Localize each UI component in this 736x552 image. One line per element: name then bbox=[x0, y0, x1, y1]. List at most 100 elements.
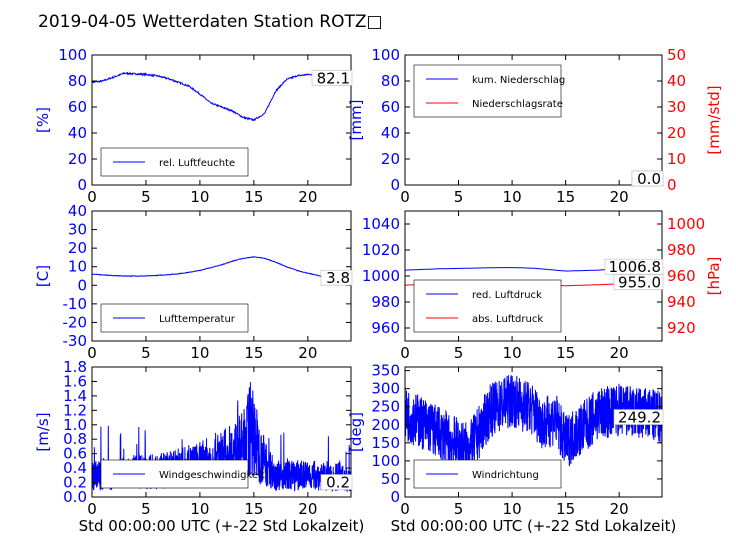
y-tick-label: 1040 bbox=[362, 215, 400, 233]
series-line-0 bbox=[405, 375, 662, 474]
y-tick-label: 980 bbox=[371, 293, 400, 311]
x-tick-label: 15 bbox=[244, 188, 263, 206]
y-tick-label: 0.8 bbox=[63, 430, 87, 448]
y-tick-label: 100 bbox=[371, 46, 400, 64]
legend-label: red. Luftdruck bbox=[472, 290, 542, 301]
last-value-bg bbox=[320, 474, 353, 490]
x-tick-label: 20 bbox=[610, 344, 629, 362]
y-tick-label: 960 bbox=[371, 319, 400, 337]
y-tick-label: 0 bbox=[77, 176, 87, 194]
y-tick-label: 20 bbox=[68, 150, 87, 168]
last-value-bg bbox=[613, 274, 664, 290]
series-line-0 bbox=[92, 256, 351, 280]
y-axis-label: [mm] bbox=[347, 100, 365, 141]
y-tick-label: 150 bbox=[371, 434, 400, 452]
x-tick-label: 20 bbox=[298, 500, 317, 518]
plot-frame bbox=[404, 54, 663, 186]
y-right-tick-label: 920 bbox=[667, 319, 696, 337]
last-value-bg bbox=[311, 70, 353, 86]
y-right-tick-label: 0 bbox=[667, 176, 677, 194]
x-tick-label: 10 bbox=[503, 188, 522, 206]
x-tick-label: 20 bbox=[610, 500, 629, 518]
y-tick-label: -30 bbox=[63, 332, 88, 350]
x-tick-label: 10 bbox=[190, 344, 209, 362]
y-tick-label: -10 bbox=[63, 295, 88, 313]
x-tick-label: 0 bbox=[87, 344, 97, 362]
y-right-tick-label: 20 bbox=[667, 124, 686, 142]
chart-pressure: 0 5 10 15 20 960 980 1000 1020 1040 920 940 960 980 10… bbox=[362, 210, 723, 362]
plot-frame bbox=[91, 366, 352, 498]
legend: Windrichtung bbox=[413, 459, 562, 489]
plot-frame bbox=[91, 54, 352, 186]
last-value-label: 0.2 bbox=[326, 474, 350, 492]
y-tick-label: 1020 bbox=[362, 241, 400, 259]
x-tick-label: 0 bbox=[400, 344, 410, 362]
x-tick-label: 0 bbox=[87, 188, 97, 206]
y-tick-label: 1.2 bbox=[63, 401, 87, 419]
y-tick-label: 100 bbox=[371, 452, 400, 470]
last-value-label: 0.0 bbox=[637, 170, 661, 188]
y-tick-label: 40 bbox=[68, 202, 87, 220]
y-tick-label: 30 bbox=[68, 221, 87, 239]
x-tick-label: 15 bbox=[244, 344, 263, 362]
y-tick-label: 1.6 bbox=[63, 372, 87, 390]
y-right-axis-label: [mm/std] bbox=[705, 85, 723, 154]
y-right-tick-label: 960 bbox=[667, 267, 696, 285]
y-tick-label: 0 bbox=[390, 176, 400, 194]
x-tick-label: 10 bbox=[190, 500, 209, 518]
x-tick-label: 20 bbox=[610, 188, 629, 206]
last-value-bg bbox=[604, 258, 664, 275]
x-tick-label: 5 bbox=[141, 188, 151, 206]
y-tick-label: 0.2 bbox=[63, 474, 87, 492]
last-value-bg bbox=[631, 170, 664, 187]
y-right-tick-label: 40 bbox=[667, 72, 686, 90]
chart-wind-speed: 0 5 10 15 200.00.20.40.60.81.01.21.41.61.8[m… bbox=[34, 358, 364, 535]
legend-label: abs. Luftdruck bbox=[472, 314, 543, 325]
y-tick-label: 200 bbox=[371, 416, 400, 434]
last-value-label: 955.0 bbox=[618, 274, 661, 292]
y-tick-label: 0.4 bbox=[63, 459, 87, 477]
last-value-label: 3.8 bbox=[326, 269, 350, 287]
x-tick-label: 5 bbox=[454, 500, 464, 518]
legend-label: Windgeschwindigkeit bbox=[159, 470, 265, 481]
y-tick-label: 100 bbox=[58, 46, 87, 64]
y-tick-label: 80 bbox=[68, 72, 87, 90]
legend-box bbox=[413, 279, 562, 333]
last-value-bg bbox=[320, 269, 353, 286]
y-tick-label: 40 bbox=[381, 124, 400, 142]
y-right-axis-label: [hPa] bbox=[705, 257, 723, 296]
x-tick-label: 10 bbox=[503, 500, 522, 518]
y-tick-label: 40 bbox=[68, 124, 87, 142]
y-right-tick-label: 940 bbox=[667, 293, 696, 311]
y-right-tick-label: 10 bbox=[667, 150, 686, 168]
y-axis-label: [C] bbox=[34, 265, 52, 287]
legend-label: Niederschlagsrate bbox=[472, 99, 563, 110]
y-tick-label: -20 bbox=[63, 313, 88, 331]
y-tick-label: 60 bbox=[68, 98, 87, 116]
y-tick-label: 0 bbox=[77, 276, 87, 294]
x-tick-label: 5 bbox=[141, 344, 151, 362]
y-tick-label: 1.4 bbox=[63, 387, 87, 405]
legend: kum. Niederschlag Niederschlagsrate bbox=[413, 64, 565, 118]
x-tick-label: 0 bbox=[400, 188, 410, 206]
y-tick-label: 80 bbox=[381, 72, 400, 90]
plot-frame bbox=[404, 366, 663, 498]
chart-humidity: 0 5 10 15 20 0 20 40 60 80 100 [%] rel. Luftfeuchte 8… bbox=[34, 46, 353, 206]
y-tick-label: 0.0 bbox=[63, 488, 87, 506]
y-tick-label: 0.6 bbox=[63, 445, 87, 463]
y-right-tick-label: 980 bbox=[667, 241, 696, 259]
legend: red. Luftdruck abs. Luftdruck bbox=[413, 279, 562, 333]
y-tick-label: 20 bbox=[381, 150, 400, 168]
last-value-label: 249.2 bbox=[618, 409, 661, 427]
legend-label: Lufttemperatur bbox=[159, 314, 236, 325]
y-tick-label: 20 bbox=[68, 239, 87, 257]
legend: rel. Luftfeuchte bbox=[100, 147, 249, 177]
y-right-tick-label: 50 bbox=[667, 46, 686, 64]
last-value-label: 82.1 bbox=[317, 69, 350, 87]
y-tick-label: 300 bbox=[371, 380, 400, 398]
x-axis-label: Std 00:00:00 UTC (+-22 Std Lokalzeit) bbox=[391, 517, 677, 535]
legend-label: Windrichtung bbox=[472, 470, 539, 481]
figure-title: 2019-04-05 Wetterdaten Station ROTZ□ bbox=[38, 12, 383, 32]
